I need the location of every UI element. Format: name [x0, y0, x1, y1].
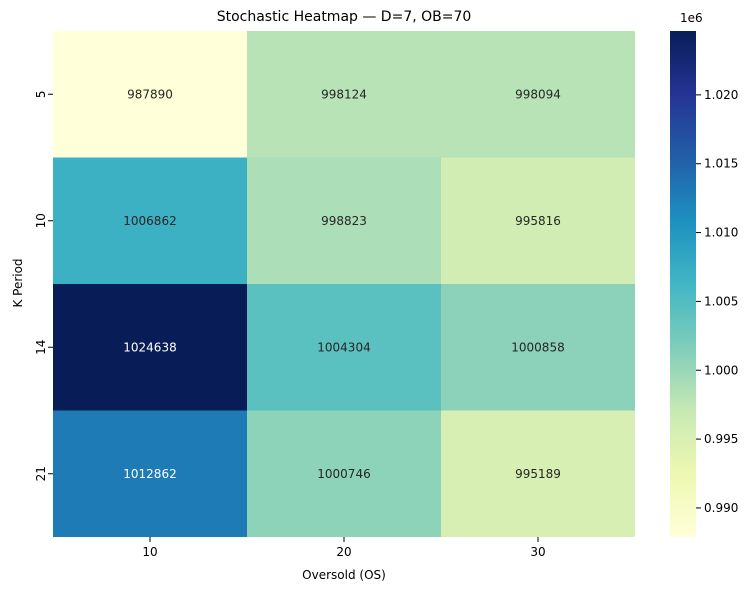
colorbar-offset-label: 1e6: [680, 11, 703, 25]
colorbar-gradient: [670, 31, 696, 537]
chart-title: Stochastic Heatmap — D=7, OB=70: [217, 9, 472, 25]
cell-value-labels: 987890 998124 998094 1006862 998823 995816 102…: [123, 87, 564, 481]
heatmap-cell-k14-os20: [247, 284, 441, 411]
heatmap-cell-k21-os10: [53, 410, 247, 537]
heatmap-cell-k14-os10: [53, 284, 247, 411]
cell-value-label-k10-os10: 1006862: [123, 214, 176, 228]
cell-value-label-k21-os10: 1012862: [123, 467, 176, 481]
cell-value-label-k14-os20: 1004304: [317, 340, 370, 354]
cell-value-label-k21-os30: 995189: [515, 467, 561, 481]
heatmap-cell-k5-os30: [441, 31, 635, 158]
y-tick-label-10: 10: [34, 213, 48, 228]
heatmap-cell-k10-os10: [53, 157, 247, 284]
x-tick-label-20: 20: [336, 545, 351, 559]
colorbar-tick-label-1.020: 1.020: [704, 88, 738, 102]
heatmap-cell-k10-os20: [247, 157, 441, 284]
heatmap-cell-k5-os20: [247, 31, 441, 158]
heatmap-grid: [53, 31, 635, 537]
cell-value-label-k14-os30: 1000858: [511, 340, 564, 354]
colorbar-ticks: 0.990 0.995 1.000 1.005 1.010 1.015 1.020: [696, 88, 738, 515]
heatmap-cell-k14-os30: [441, 284, 635, 411]
x-tick-label-30: 30: [530, 545, 545, 559]
y-tick-label-21: 21: [34, 466, 48, 481]
colorbar-tick-label-1.015: 1.015: [704, 157, 738, 171]
colorbar-tick-label-0.995: 0.995: [704, 432, 738, 446]
cell-value-label-k21-os20: 1000746: [317, 467, 370, 481]
colorbar-tick-label-1.010: 1.010: [704, 226, 738, 240]
y-axis: 5 10 14 21: [34, 90, 53, 481]
heatmap-cell-k10-os30: [441, 157, 635, 284]
cell-value-label-k5-os10: 987890: [127, 87, 173, 101]
colorbar-tick-label-1.005: 1.005: [704, 294, 738, 308]
x-tick-label-10: 10: [142, 545, 157, 559]
x-axis-label: Oversold (OS): [302, 568, 386, 582]
cell-value-label-k10-os20: 998823: [321, 214, 367, 228]
heatmap-cell-k21-os30: [441, 410, 635, 537]
cell-value-label-k5-os30: 998094: [515, 87, 561, 101]
x-axis: 10 20 30: [142, 537, 546, 559]
colorbar-tick-label-0.990: 0.990: [704, 501, 738, 515]
cell-value-label-k14-os10: 1024638: [123, 340, 176, 354]
y-tick-label-5: 5: [34, 90, 48, 98]
y-tick-label-14: 14: [34, 340, 48, 355]
colorbar-tick-label-1.000: 1.000: [704, 363, 738, 377]
colorbar: 1e6 0.990 0.995 1.000 1.005 1.010 1.015 1.020: [670, 11, 738, 537]
heatmap-cell-k21-os20: [247, 410, 441, 537]
cell-value-label-k5-os20: 998124: [321, 87, 367, 101]
cell-value-label-k10-os30: 995816: [515, 214, 561, 228]
y-axis-label: K Period: [11, 258, 25, 307]
heatmap-cell-k5-os10: [53, 31, 247, 158]
